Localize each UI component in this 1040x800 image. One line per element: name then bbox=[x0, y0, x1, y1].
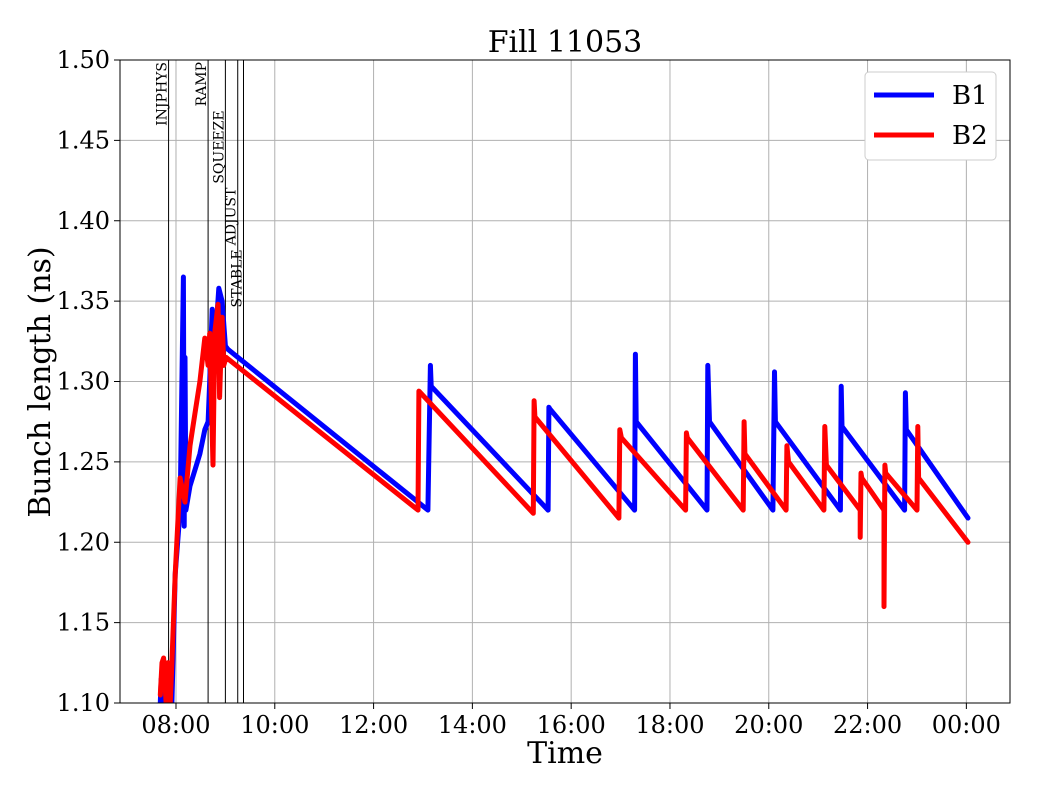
x-tick-label: 12:00 bbox=[339, 711, 408, 739]
y-axis-label: Bunch length (ns) bbox=[23, 246, 58, 517]
y-tick-label: 1.35 bbox=[57, 287, 110, 315]
phase-marker-label: SQUEEZE bbox=[211, 110, 227, 183]
legend: B1 B2 bbox=[864, 71, 997, 161]
y-tick-label: 1.20 bbox=[57, 528, 110, 556]
ticks: 08:00 10:00 12:00 14:00 16:00 18:00 20:00 22:00… bbox=[57, 46, 1001, 739]
series-line-b2 bbox=[157, 301, 971, 703]
phase-marker-label: ADJUST bbox=[224, 187, 240, 246]
chart-title: Fill 11053 bbox=[488, 25, 643, 60]
y-tick-label: 1.30 bbox=[57, 368, 110, 396]
y-tick-label: 1.25 bbox=[57, 448, 110, 476]
x-tick-label: 08:00 bbox=[141, 711, 210, 739]
phase-marker-label: STABLE bbox=[229, 249, 245, 307]
series-lines bbox=[157, 274, 971, 703]
legend-label-b1: B1 bbox=[952, 81, 988, 111]
x-tick-label: 16:00 bbox=[537, 711, 606, 739]
x-tick-label: 00:00 bbox=[932, 711, 1001, 739]
phase-marker-label: RAMP bbox=[194, 62, 210, 106]
x-tick-label: 18:00 bbox=[635, 711, 704, 739]
phase-marker-label: INJPHYS bbox=[155, 62, 171, 126]
y-tick-label: 1.45 bbox=[57, 126, 110, 154]
x-tick-label: 20:00 bbox=[734, 711, 803, 739]
y-tick-label: 1.15 bbox=[57, 609, 110, 637]
x-tick-label: 14:00 bbox=[438, 711, 507, 739]
x-tick-label: 10:00 bbox=[240, 711, 309, 739]
y-tick-label: 1.10 bbox=[57, 689, 110, 717]
x-tick-label: 22:00 bbox=[833, 711, 902, 739]
y-tick-label: 1.40 bbox=[57, 207, 110, 235]
x-axis-label: Time bbox=[527, 736, 603, 771]
legend-label-b2: B2 bbox=[952, 121, 988, 151]
y-tick-label: 1.50 bbox=[57, 46, 110, 74]
